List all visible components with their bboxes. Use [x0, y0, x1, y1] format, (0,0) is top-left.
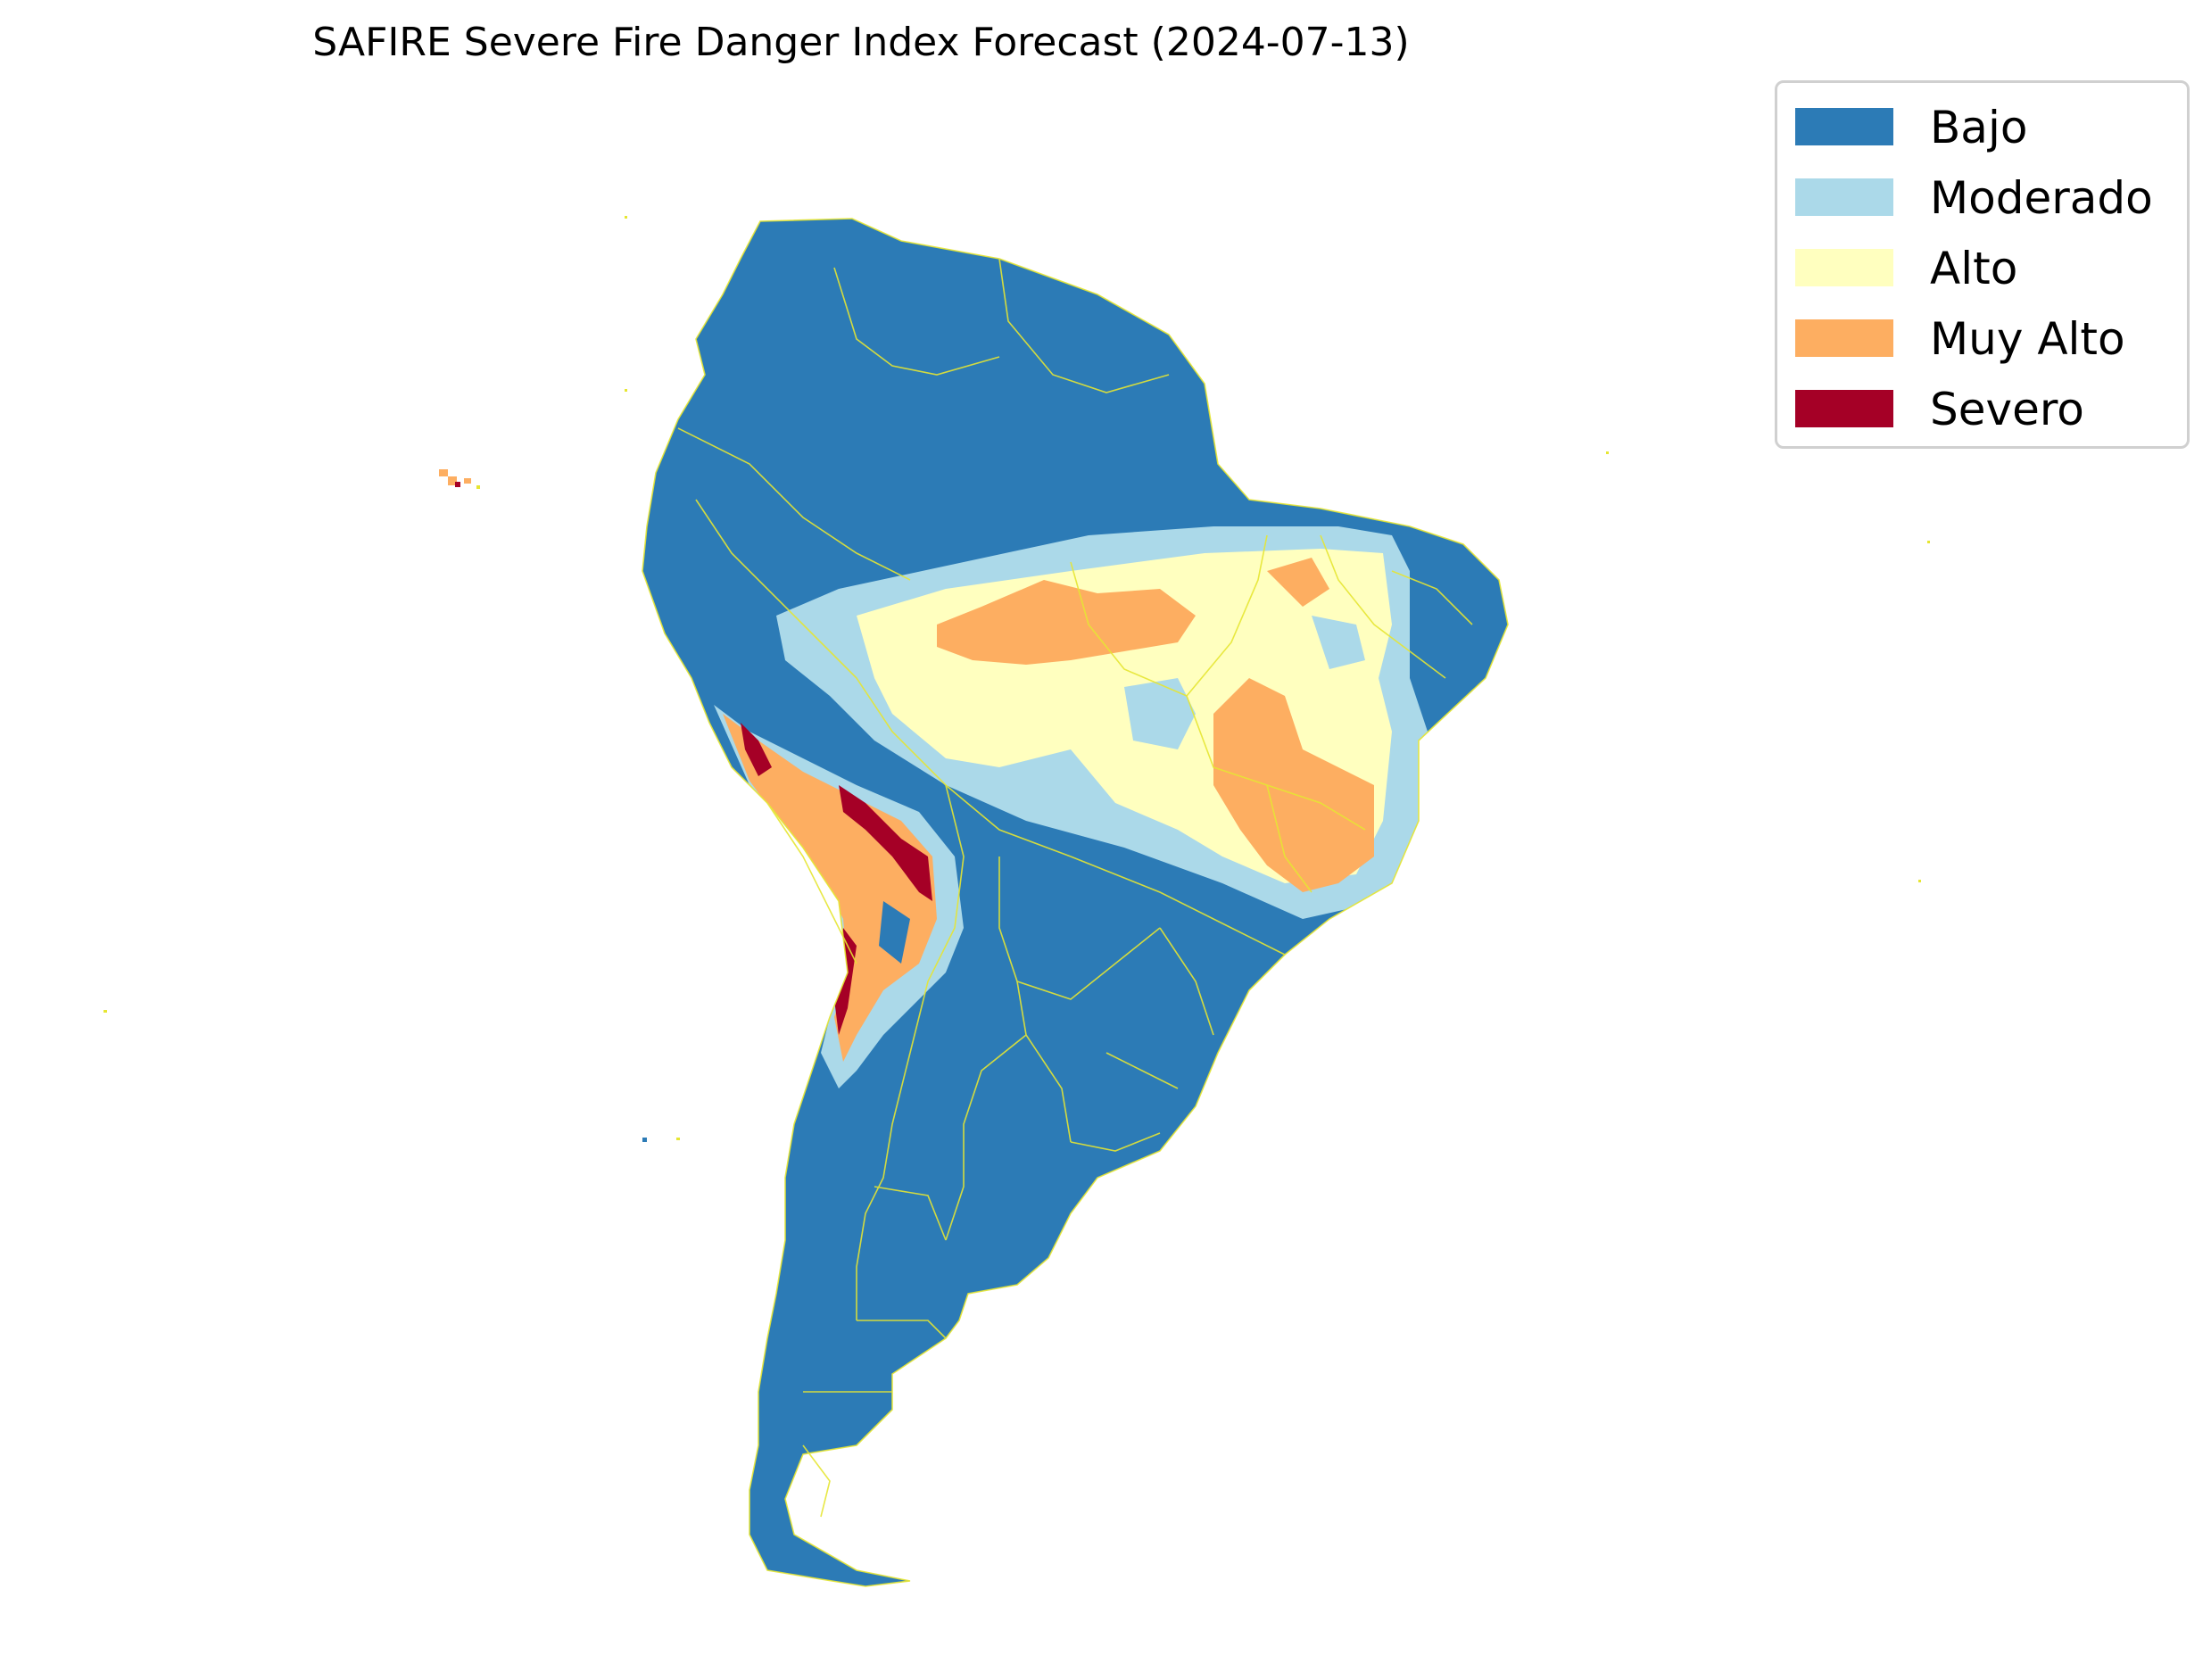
island: [625, 216, 627, 219]
andes-bajo-gap: [879, 901, 910, 964]
andes-severo-band: [839, 785, 932, 901]
continent-bajo-area: [642, 219, 1508, 1586]
moderado-patch: [1124, 678, 1196, 749]
page-title: SAFIRE Severe Fire Danger Index Forecast…: [312, 20, 1410, 65]
legend-item-moderado: Moderado: [1777, 171, 2187, 225]
legend-item-muy-alto: Muy Alto: [1777, 312, 2187, 366]
legend-item-alto: Alto: [1777, 242, 2187, 295]
legend-label: Alto: [1930, 243, 2018, 294]
island: [625, 389, 627, 392]
legend-item-severo: Severo: [1777, 383, 2187, 436]
muy-alto-zone-east: [1213, 678, 1374, 892]
legend-label: Moderado: [1930, 172, 2153, 224]
island: [1606, 451, 1609, 454]
legend-swatch: [1795, 108, 1893, 145]
muy-alto-zone-central: [937, 580, 1196, 665]
legend-label: Bajo: [1930, 102, 2028, 153]
galapagos-islands: [439, 469, 480, 489]
island: [676, 1138, 680, 1140]
andes-severo-band: [741, 723, 772, 776]
legend-swatch: [1795, 319, 1893, 357]
legend-label: Muy Alto: [1930, 313, 2125, 365]
legend: Bajo Moderado Alto Muy Alto Severo: [1775, 80, 2190, 449]
island: [1918, 880, 1921, 882]
country-borders: [642, 218, 1509, 1587]
island: [1927, 541, 1930, 543]
legend-label: Severo: [1930, 384, 2084, 435]
legend-item-bajo: Bajo: [1777, 101, 2187, 154]
island: [104, 1010, 107, 1013]
legend-swatch: [1795, 249, 1893, 286]
legend-swatch: [1795, 178, 1893, 216]
muy-alto-zone-northeast: [1267, 558, 1329, 607]
island: [642, 1138, 647, 1142]
legend-swatch: [1795, 390, 1893, 427]
moderado-patch: [1312, 616, 1365, 669]
